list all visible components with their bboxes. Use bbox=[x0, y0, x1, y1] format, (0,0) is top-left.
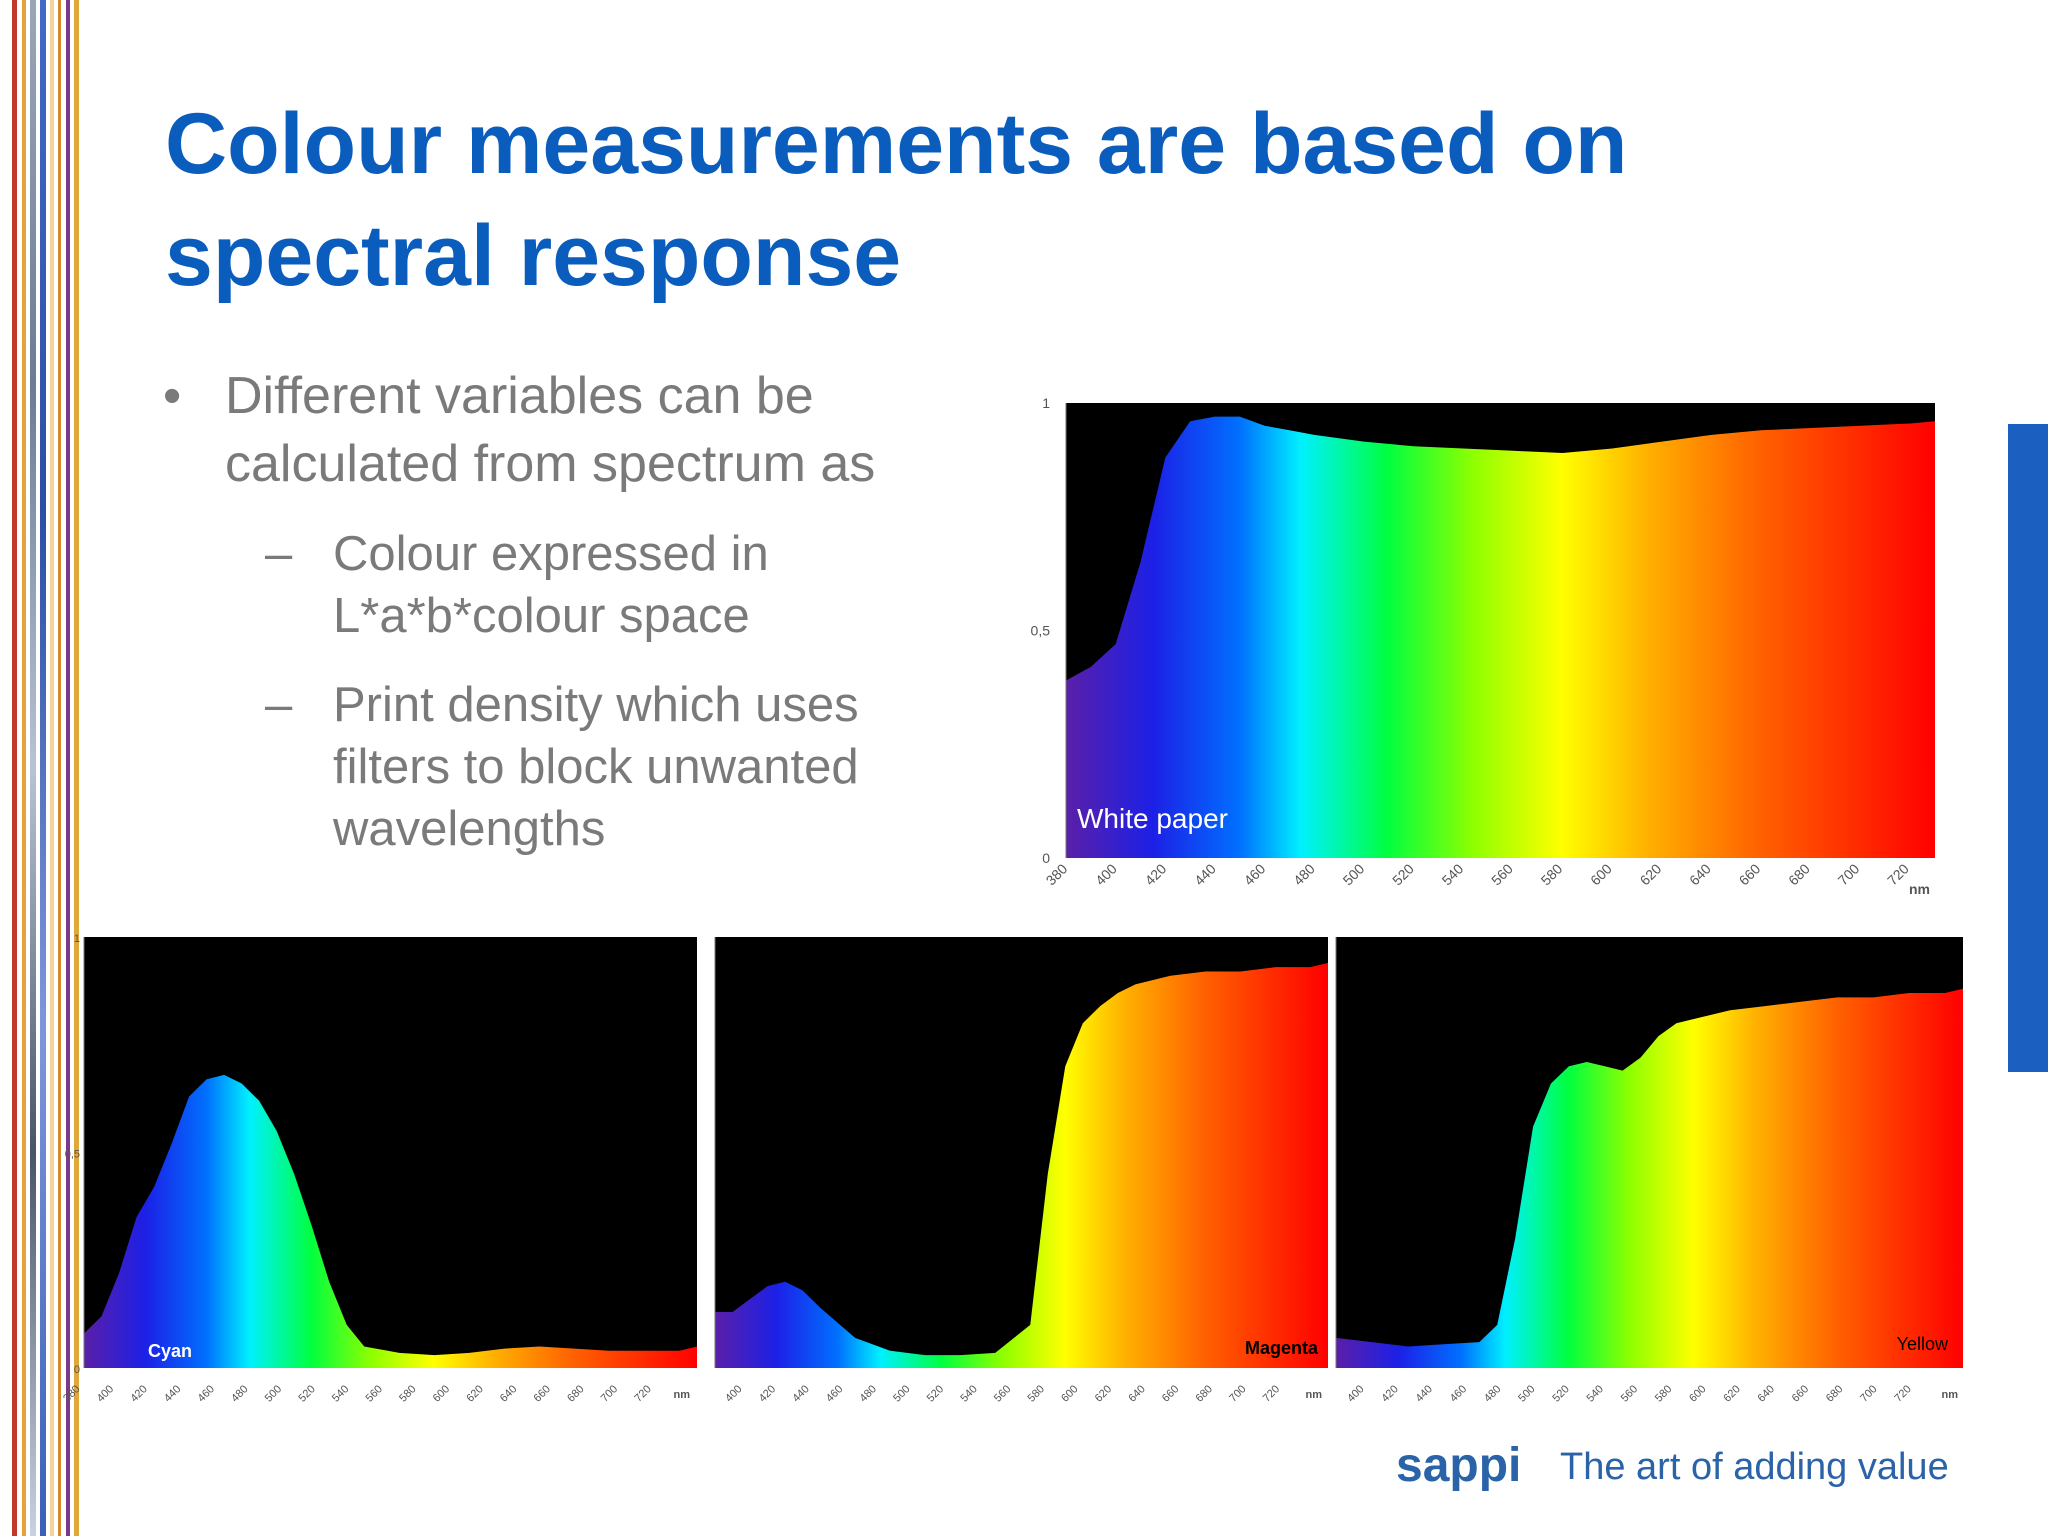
white-paper-spectral-area bbox=[1066, 416, 1935, 858]
yellow-x-tick-label: 420 bbox=[1379, 1383, 1400, 1404]
yellow-x-tick-label: 600 bbox=[1687, 1383, 1708, 1404]
sub-bullet-dash: – bbox=[265, 527, 293, 581]
title-line-1: Colour measurements are based on bbox=[165, 96, 1628, 192]
sub-bullet-line: Colour expressed in bbox=[333, 527, 769, 581]
white-paper-y-tick-label: 0,5 bbox=[1031, 623, 1051, 639]
left-stripe-7 bbox=[66, 0, 70, 1536]
sub-bullet-line: filters to block unwanted bbox=[333, 740, 859, 794]
bullet-line: Different variables can be bbox=[225, 367, 814, 425]
sub-bullet-line: Print density which uses bbox=[333, 678, 859, 732]
yellow-x-tick-label: 640 bbox=[1756, 1383, 1777, 1404]
yellow-x-tick-label: 660 bbox=[1790, 1383, 1811, 1404]
white-paper-x-unit: nm bbox=[1909, 881, 1930, 897]
title-line-2: spectral response bbox=[165, 208, 902, 304]
cyan-x-unit: nm bbox=[674, 1389, 691, 1401]
sappi-logo: sappi bbox=[1396, 1439, 1522, 1492]
yellow-x-tick-label: 520 bbox=[1550, 1383, 1571, 1404]
yellow-x-tick-label: 480 bbox=[1482, 1383, 1503, 1404]
magenta-series-label: Magenta bbox=[1245, 1338, 1319, 1358]
left-stripe-1 bbox=[12, 0, 17, 1536]
left-stripe-6 bbox=[58, 0, 61, 1536]
yellow-x-unit: nm bbox=[1942, 1389, 1959, 1401]
yellow-series-label: Yellow bbox=[1897, 1334, 1949, 1354]
yellow-x-tick-label: 720 bbox=[1892, 1383, 1913, 1404]
footer-tagline: The art of adding value bbox=[1560, 1446, 1949, 1488]
magenta-spectral-area bbox=[715, 962, 1328, 1368]
cyan-y-tick-label: 0 bbox=[74, 1364, 80, 1376]
left-stripe-2 bbox=[22, 0, 26, 1536]
bullet-line: calculated from spectrum as bbox=[225, 435, 876, 493]
cyan-spectral-area bbox=[84, 1074, 697, 1368]
white-paper-series-label: White paper bbox=[1077, 803, 1228, 834]
cyan-series-label: Cyan bbox=[148, 1341, 192, 1361]
left-stripe-4 bbox=[40, 0, 46, 1536]
slide-title: Colour measurements are based on spectra… bbox=[165, 88, 1805, 312]
magenta-x-unit: nm bbox=[1306, 1389, 1323, 1401]
sub-bullet-item: – Colour expressed in L*a*b*colour space bbox=[265, 523, 983, 647]
white-paper-y-tick-label: 0 bbox=[1042, 850, 1050, 866]
yellow-x-tick-label: 460 bbox=[1448, 1383, 1469, 1404]
yellow-x-tick-label: 560 bbox=[1619, 1383, 1640, 1404]
yellow-x-tick-label: 580 bbox=[1653, 1383, 1674, 1404]
yellow-spectral-area bbox=[1336, 988, 1963, 1368]
accent-bar bbox=[2008, 424, 2048, 1072]
cyan-y-tick-label: 1 bbox=[74, 933, 80, 945]
sub-bullet-item: – Print density which uses filters to bl… bbox=[265, 674, 983, 860]
yellow-x-tick-label: 680 bbox=[1824, 1383, 1845, 1404]
white-paper-y-tick-label: 1 bbox=[1042, 395, 1050, 411]
left-stripe-8 bbox=[74, 0, 79, 1536]
left-stripe-5 bbox=[50, 0, 54, 1536]
sub-bullet-dash: – bbox=[265, 678, 293, 732]
left-stripe-3 bbox=[30, 0, 36, 1536]
yellow-x-tick-label: 440 bbox=[1414, 1383, 1435, 1404]
bullet-item: • Different variables can be calculated … bbox=[163, 362, 985, 498]
yellow-x-tick-label: 400 bbox=[1345, 1383, 1366, 1404]
yellow-x-tick-label: 620 bbox=[1721, 1383, 1742, 1404]
cyan-y-tick-label: 0,5 bbox=[65, 1149, 80, 1161]
sub-bullet-line: L*a*b*colour space bbox=[333, 589, 750, 643]
yellow-x-tick-label: 540 bbox=[1585, 1383, 1606, 1404]
yellow-x-tick-label: 500 bbox=[1516, 1383, 1537, 1404]
sub-bullet-line: wavelengths bbox=[333, 802, 606, 856]
yellow-x-tick-label: 700 bbox=[1858, 1383, 1879, 1404]
bullet-dot: • bbox=[163, 367, 182, 425]
